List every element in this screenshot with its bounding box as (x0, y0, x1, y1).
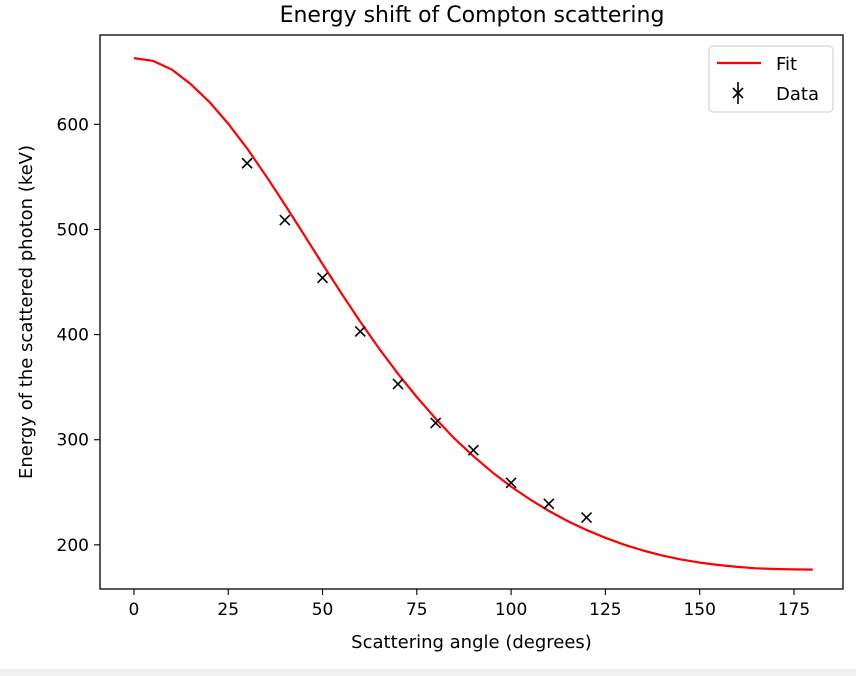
y-tick-label: 500 (57, 220, 89, 240)
x-tick-label: 0 (129, 600, 140, 620)
window-bottom-strip (0, 669, 856, 676)
data-point (430, 417, 442, 429)
data-point (354, 325, 366, 338)
data-point (543, 498, 555, 510)
y-axis-label: Energy of the scattered photon (keV) (16, 145, 37, 479)
legend: Fit Data (708, 45, 834, 113)
x-tick-label: 50 (312, 600, 334, 620)
y-axis: 200 300 400 500 600 (57, 115, 100, 556)
y-tick-label: 300 (57, 431, 89, 451)
data-point (241, 157, 253, 169)
x-tick-label: 25 (217, 600, 239, 620)
legend-data-label: Data (776, 84, 819, 105)
data-point (392, 378, 404, 390)
x-tick-label: 175 (778, 600, 810, 620)
x-axis: 0 25 50 75 100 125 150 175 (129, 589, 810, 620)
y-tick-label: 400 (57, 326, 89, 346)
x-tick-label: 75 (406, 600, 428, 620)
x-axis-label: Scattering angle (degrees) (351, 632, 592, 653)
legend-data-marker (732, 82, 744, 104)
chart-title: Energy shift of Compton scattering (280, 3, 665, 28)
data-point (467, 444, 479, 456)
data-point (316, 272, 329, 284)
fit-line (133, 57, 813, 571)
y-tick-label: 600 (57, 115, 89, 135)
x-tick-label: 100 (495, 600, 527, 620)
plot-frame (99, 34, 844, 590)
data-layer (133, 57, 813, 571)
plot-area (133, 57, 813, 571)
x-tick-label: 125 (589, 600, 621, 620)
data-point (505, 477, 517, 489)
y-tick-label: 200 (57, 536, 89, 556)
x-tick-label: 150 (683, 600, 715, 620)
data-point (580, 511, 593, 524)
legend-fit-label: Fit (776, 54, 797, 75)
data-point (279, 214, 291, 226)
legend-x-marker (732, 87, 744, 99)
